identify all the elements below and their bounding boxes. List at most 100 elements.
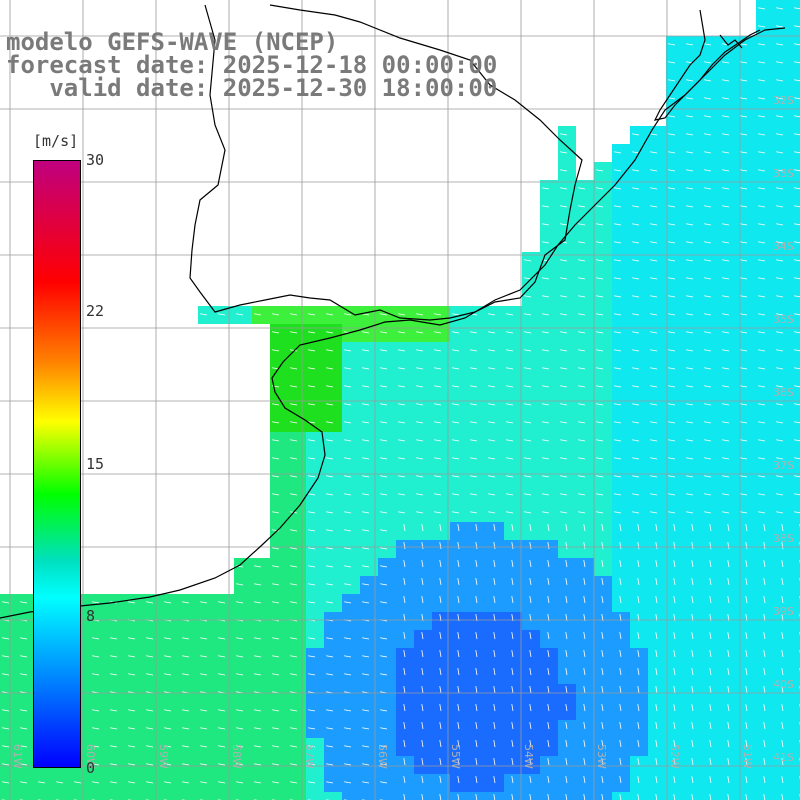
- wind-arrow: [434, 349, 442, 352]
- wind-arrow: [578, 349, 586, 352]
- wind-arrow: [380, 493, 388, 496]
- wind-arrow: [488, 493, 496, 496]
- wind-arrow: [709, 596, 712, 604]
- wind-arrow: [596, 511, 604, 514]
- wind-arrow: [475, 524, 478, 532]
- wind-arrow: [686, 295, 694, 298]
- wind-arrow: [326, 403, 334, 406]
- field-cell: [162, 792, 180, 800]
- wind-arrow: [704, 61, 712, 64]
- wind-arrow: [344, 547, 352, 550]
- wind-arrow: [614, 385, 622, 388]
- wind-arrow: [344, 565, 352, 568]
- wind-arrow: [290, 367, 298, 370]
- wind-arrow: [308, 421, 316, 424]
- wind-arrow: [344, 349, 352, 352]
- longitude-label: 61W: [11, 744, 24, 769]
- longitude-label: 57W: [303, 744, 316, 769]
- wind-arrow: [668, 439, 676, 442]
- wind-arrow: [704, 277, 712, 280]
- wind-arrow: [722, 493, 730, 496]
- wind-arrow: [290, 547, 298, 550]
- wind-arrow: [344, 655, 352, 658]
- wind-arrow: [776, 241, 784, 244]
- wind-arrow: [781, 722, 784, 730]
- wind-arrow: [128, 655, 136, 658]
- wind-arrow: [596, 367, 604, 370]
- field-cell: [792, 180, 800, 198]
- wind-arrow: [110, 727, 118, 730]
- wind-arrow: [668, 133, 676, 136]
- wind-arrow: [722, 205, 730, 208]
- wind-arrow: [524, 439, 532, 442]
- wind-arrow: [506, 439, 514, 442]
- wind-arrow: [758, 43, 766, 46]
- wind-arrow: [632, 169, 640, 172]
- wind-arrow: [601, 542, 604, 550]
- wind-arrow: [380, 601, 388, 604]
- wind-arrow: [776, 295, 784, 298]
- wind-arrow: [380, 655, 388, 658]
- wind-arrow: [650, 331, 658, 334]
- wind-arrow: [776, 367, 784, 370]
- wind-arrow: [146, 709, 154, 712]
- wind-arrow: [668, 511, 676, 514]
- wind-arrow: [416, 439, 424, 442]
- wind-arrow: [344, 763, 352, 766]
- wind-arrow: [637, 524, 640, 532]
- wind-arrow: [254, 583, 262, 586]
- wind-arrow: [506, 313, 514, 316]
- field-cell: [792, 450, 800, 468]
- wind-arrow: [146, 673, 154, 676]
- wind-arrow: [524, 349, 532, 352]
- wind-arrow: [745, 776, 748, 784]
- latitude-label: 36S: [773, 386, 794, 399]
- wind-arrow: [398, 475, 406, 478]
- wind-arrow: [655, 542, 658, 550]
- wind-arrow: [2, 673, 10, 676]
- wind-arrow: [493, 704, 496, 712]
- wind-arrow: [758, 223, 766, 226]
- wind-arrow: [704, 439, 712, 442]
- wind-arrow: [542, 223, 550, 226]
- wind-arrow: [686, 187, 694, 190]
- wind-arrow: [668, 313, 676, 316]
- wind-arrow: [308, 781, 316, 784]
- wind-arrow: [740, 511, 748, 514]
- wind-arrow: [398, 457, 406, 460]
- wind-arrow: [110, 709, 118, 712]
- wind-arrow: [547, 524, 550, 532]
- wind-arrow: [614, 439, 622, 442]
- wind-arrow: [614, 277, 622, 280]
- wind-arrow: [740, 61, 748, 64]
- wind-arrow: [511, 596, 514, 604]
- field-cell: [594, 792, 612, 800]
- wind-arrow: [763, 776, 766, 784]
- wind-arrow: [380, 565, 388, 568]
- wind-arrow: [236, 313, 244, 316]
- wind-arrow: [655, 560, 658, 568]
- field-cell: [36, 792, 54, 800]
- wind-arrow: [691, 560, 694, 568]
- field-cell: [792, 612, 800, 630]
- wind-arrow: [686, 79, 694, 82]
- wind-arrow: [506, 349, 514, 352]
- wind-arrow: [565, 578, 568, 586]
- wind-arrow: [650, 151, 658, 154]
- wind-arrow: [655, 578, 658, 586]
- wind-arrow: [601, 704, 604, 712]
- wind-arrow: [403, 650, 406, 658]
- wind-arrow: [596, 493, 604, 496]
- wind-arrow: [668, 169, 676, 172]
- wind-arrow: [308, 637, 316, 640]
- wind-arrow: [272, 439, 280, 442]
- wind-arrow: [740, 205, 748, 208]
- wind-arrow: [709, 542, 712, 550]
- wind-arrow: [542, 475, 550, 478]
- wind-arrow: [704, 43, 712, 46]
- wind-arrow: [763, 632, 766, 640]
- wind-arrow: [565, 758, 568, 766]
- wind-arrow: [745, 524, 748, 532]
- wind-arrow: [398, 331, 406, 334]
- wind-arrow: [457, 740, 460, 748]
